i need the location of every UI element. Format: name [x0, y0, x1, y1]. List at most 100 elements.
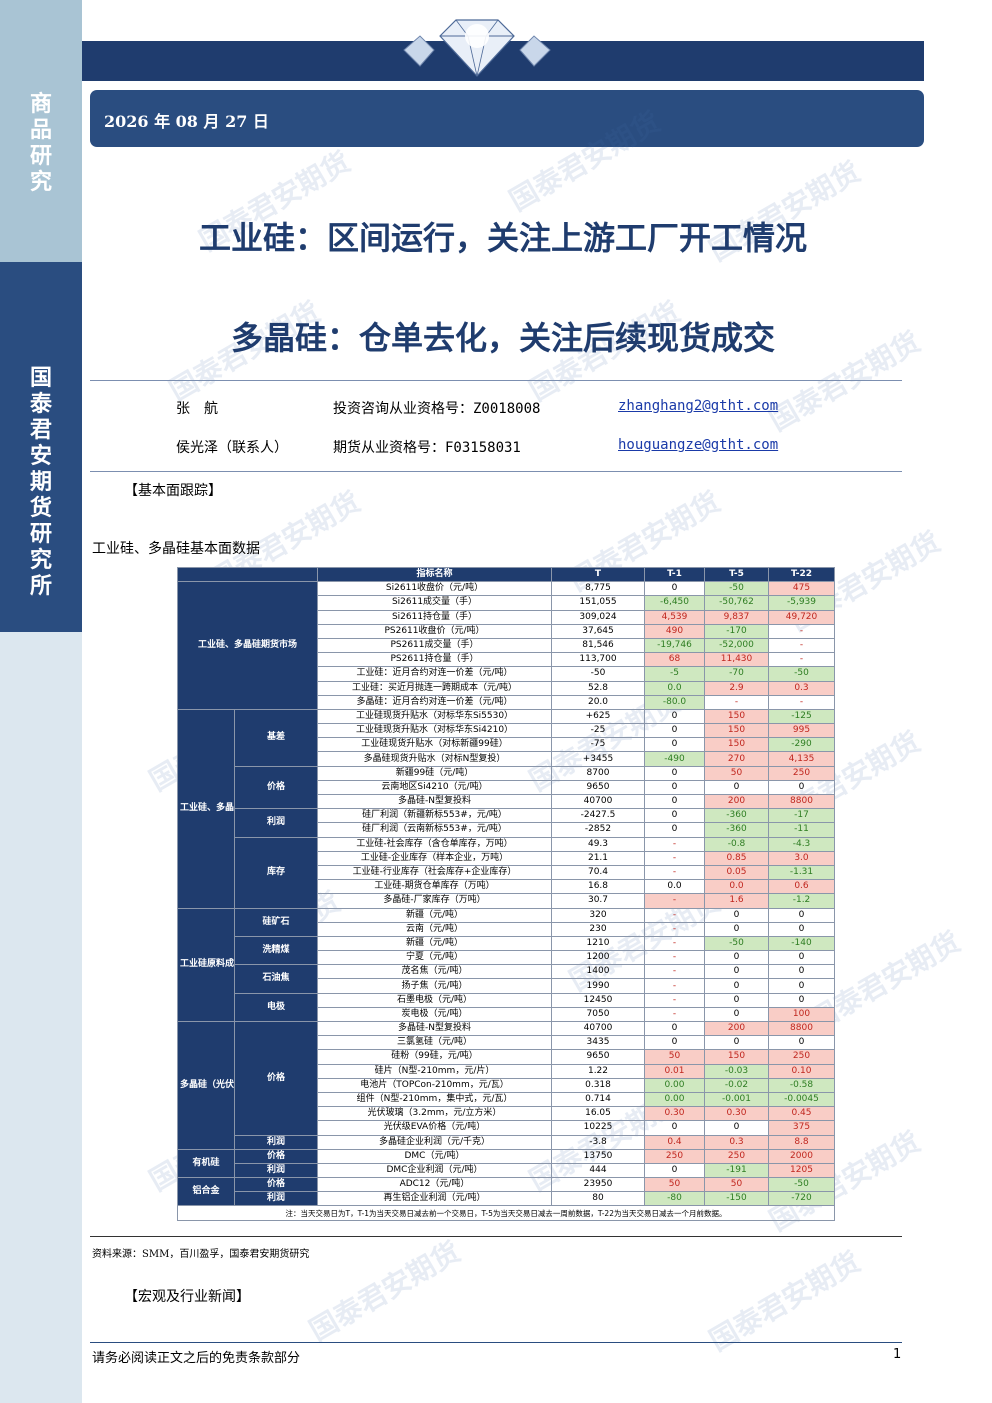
table-row: 铝合金 价格 ADC12（元/吨） 23950 50 50 -50: [177, 1177, 835, 1207]
value-cell: 20.0: [551, 694, 645, 710]
value-cell: 16.8: [551, 879, 645, 895]
table-row: 光伏级EVA价格（元/吨） 10225 0 0 375: [178, 1120, 835, 1136]
indicator-name: 再生铝企业利润（元/吨）: [317, 1191, 552, 1207]
subgroup-label: 利润: [234, 1134, 318, 1150]
table-row: 利润 硅厂利润（新疆新标553#，元/吨） -2427.5 0 -360 -17: [178, 808, 835, 838]
indicator-name: 炭电极（元/吨）: [317, 1006, 552, 1023]
value-cell: -70: [704, 666, 769, 682]
value-cell: -1.31: [768, 864, 835, 881]
value-cell: 50: [644, 1049, 705, 1065]
value-cell: 0.85: [704, 850, 769, 866]
value-cell: 0: [644, 1162, 705, 1179]
table-row: 光伏玻璃（3.2mm，元/立方米） 16.05 0.30 0.30 0.45: [178, 1106, 835, 1122]
value-cell: 0.0: [704, 879, 769, 895]
value-cell: 0: [704, 779, 769, 796]
subgroup-label: 利润: [234, 1162, 318, 1179]
value-cell: 9650: [551, 779, 645, 796]
value-cell: 250: [768, 1049, 835, 1065]
table-row: 工业硅、多晶硅基差工业硅现货升贴水（对标华东Si5530）+6250150-12…: [177, 708, 835, 909]
subgroup-label: 价格: [234, 1021, 318, 1136]
value-cell: 0.45: [768, 1106, 835, 1122]
author-email-link[interactable]: zhanghang2@gtht.com: [618, 398, 779, 414]
indicator-name: 多晶硅-N型复投料: [317, 793, 552, 810]
table-note: 注：当天交易日为T，T-1为当天交易日减去前一个交易日，T-5为当天交易日减去一…: [177, 1205, 835, 1221]
section-fundamental: 【基本面跟踪】: [124, 483, 222, 499]
watermark: 国泰君安期货: [303, 1235, 466, 1348]
value-cell: 8800: [768, 1020, 835, 1037]
table-row: 洗精煤 新疆（元/吨） 1210- -50 -140: [178, 935, 835, 966]
group-label: 工业硅、多晶硅期货市场: [177, 581, 318, 710]
value-cell: 0: [704, 950, 769, 966]
value-cell: 0.714: [551, 1091, 645, 1108]
value-cell: 0.3: [768, 680, 835, 696]
value-cell: 0: [768, 921, 835, 937]
value-cell: 9650: [551, 1049, 645, 1065]
value-cell: -5: [644, 666, 705, 682]
value-cell: 230: [551, 921, 645, 937]
value-cell: 0.30: [704, 1106, 769, 1122]
value-cell: 0: [644, 1120, 705, 1136]
indicator-name: 宁夏（元/吨）: [317, 950, 552, 966]
value-cell: 200: [704, 1020, 769, 1037]
value-cell: -360: [704, 808, 769, 824]
indicator-name: 硅粉（99硅，元/吨）: [317, 1049, 552, 1065]
value-cell: 52.8: [551, 680, 645, 696]
table-row: 电极 石墨电极（元/吨） 12450-0 0: [178, 992, 835, 1023]
table-title: 工业硅、多晶硅基本面数据: [92, 541, 260, 557]
value-cell: 1990: [551, 978, 645, 994]
value-cell: 0: [644, 723, 705, 739]
table-row: 工业硅-企业库存（样本企业，万吨） 21.1-0.85 3.0: [178, 850, 835, 866]
subgroup-label: 石油焦: [234, 964, 318, 994]
subgroup-label: 利润: [234, 808, 318, 838]
value-cell: 0.01: [644, 1063, 705, 1079]
indicator-name: 新疆99硅（元/吨）: [317, 765, 552, 781]
value-cell: -170: [704, 623, 769, 639]
value-cell: -50: [768, 1177, 835, 1193]
value-cell: -: [644, 1006, 705, 1023]
value-cell: -: [644, 864, 705, 881]
value-cell: 21.1: [551, 850, 645, 866]
author-email-link[interactable]: houguangze@gtht.com: [618, 437, 779, 453]
title-industrial-silicon: 工业硅：区间运行，关注上游工厂开工情况: [198, 219, 807, 257]
value-cell: 0: [644, 808, 705, 824]
table-row: 硅粉（99硅，元/吨） 9650 50 150 250: [178, 1049, 835, 1065]
table-row: 石油焦 茂名焦（元/吨） 1400-0 0: [178, 964, 835, 994]
value-cell: 3.0: [768, 850, 835, 866]
table-row: Si2611成交量（手） 151,055 -6,450 -50,762 -5,939: [178, 595, 835, 611]
author-divider-bottom: [90, 471, 902, 472]
table-header-cell: T-1: [644, 566, 705, 583]
value-cell: -: [644, 850, 705, 866]
value-cell: -80.0: [644, 694, 705, 710]
source-divider: [90, 1236, 902, 1237]
subgroup-label: 价格: [234, 1177, 318, 1193]
value-cell: 100: [768, 1006, 835, 1023]
value-cell: 81,546: [551, 637, 645, 654]
indicator-name: DMC（元/吨）: [317, 1148, 552, 1164]
subgroup-label: 库存: [234, 836, 318, 909]
value-cell: 0: [768, 1035, 835, 1051]
author-divider-top: [90, 380, 902, 381]
value-cell: 0: [768, 992, 835, 1008]
group-label: 铝合金: [177, 1177, 235, 1207]
data-source: 资料来源：SMM，百川盈孚，国泰君安期货研究: [92, 1249, 310, 1260]
indicator-name: 新疆（元/吨）: [317, 935, 552, 952]
value-cell: 50: [704, 1177, 769, 1193]
value-cell: 68: [644, 652, 705, 668]
value-cell: 995: [768, 723, 835, 739]
value-cell: 40700: [551, 793, 645, 810]
subgroup-label: 基差: [234, 708, 318, 767]
value-cell: -5,939: [768, 595, 835, 611]
value-cell: 0.318: [551, 1077, 645, 1093]
value-cell: -0.03: [704, 1063, 769, 1079]
value-cell: 50: [644, 1177, 705, 1193]
value-cell: 200: [704, 793, 769, 810]
indicator-name: PS2611成交量（手）: [317, 637, 552, 654]
subgroup-label: 利润: [234, 1191, 318, 1207]
value-cell: 150: [704, 723, 769, 739]
value-cell: -: [644, 978, 705, 994]
fundamental-data-table: 指标名称 T T-1 T-5 T-22 工业硅、多晶硅期货市场 Si2611收盘价…: [177, 566, 835, 1221]
sidebar-bottom: [0, 632, 82, 1403]
value-cell: -50: [768, 666, 835, 682]
table-row: 扬子焦（元/吨） 1990-0 0: [178, 978, 835, 994]
value-cell: -: [644, 907, 705, 923]
